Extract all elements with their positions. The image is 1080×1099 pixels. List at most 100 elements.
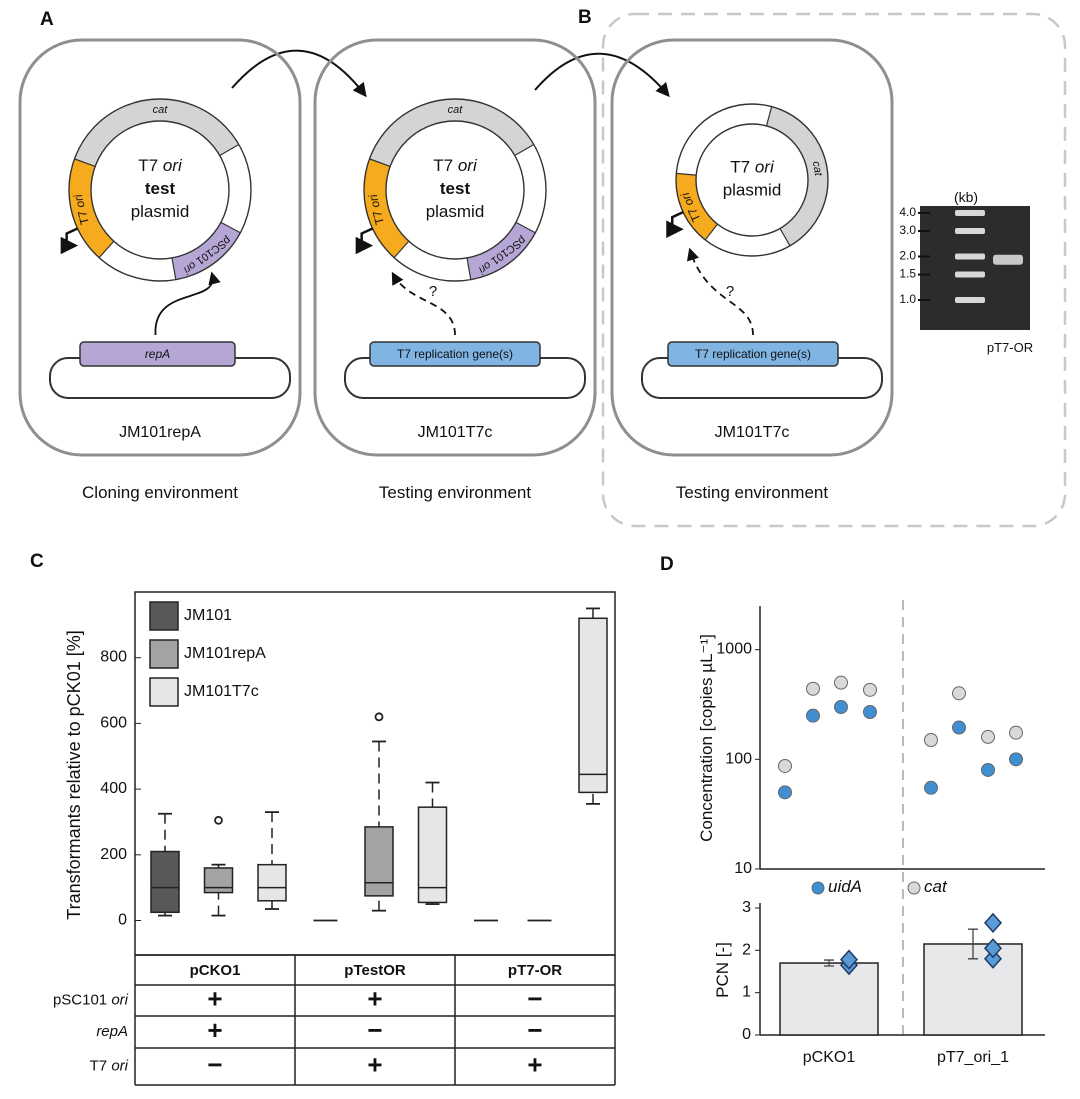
transfer-arrow [231,49,367,98]
sign: + [527,1049,542,1079]
segment-border [98,240,115,259]
plasmid-outline [675,103,829,257]
y-tick-label: 200 [100,846,127,863]
error-bar [968,928,978,960]
replicate-point [983,938,1003,959]
plasmid-segment [69,158,115,258]
uncertain-arrow [391,271,456,336]
plasmid-outline [68,98,252,282]
ladder-label: 1.5 [899,267,916,281]
plasmid-label: plasmid [426,202,485,221]
ladder-band [955,228,985,235]
activation-arrow [154,271,221,336]
y-tick-label: 0 [118,912,127,929]
y-tick-label: 800 [100,649,127,666]
gene-label: T7 replication gene(s) [397,347,513,361]
sign: + [367,983,382,1013]
legend-label: JM101repA [184,645,266,662]
promoter-arrow [355,227,374,255]
segment-border [779,228,791,247]
box [150,850,180,914]
legend-marker [811,881,825,895]
gel [920,206,1030,330]
point [863,682,877,697]
segment-border [514,143,535,157]
group-label: pCKO1 [190,962,241,979]
strain-label: JM101repA [119,424,201,441]
segment-border [393,240,410,259]
plasmid-segment [514,144,546,233]
row-label: T7 ori [90,1057,129,1074]
point [952,686,966,701]
segment-border [515,221,536,234]
segment-border [171,257,177,280]
uncertain-arrow [686,247,754,336]
point [834,699,848,714]
strain-label: JM101T7c [715,424,790,441]
plasmid-label: test [440,179,471,198]
ladder-label: 4.0 [899,205,916,219]
error-bar [824,959,834,967]
plasmid-label: T7 ori [730,158,775,177]
segment-border [74,158,96,167]
x-tick-label: pT7_ori_1 [937,1049,1009,1066]
ladder-label: 2.0 [899,249,916,263]
environment-label: Testing environment [379,483,531,502]
y-tick-label: 2 [742,942,751,959]
plasmid-outline [695,123,809,237]
row-label: repA [96,1023,128,1040]
panel-label: B [578,7,592,28]
lane-label: pT7-OR [987,340,1033,355]
ladder-band [955,271,985,278]
point [778,758,792,773]
box [203,867,234,894]
panel-b-frame [601,12,1067,528]
row-label: pSC101 ori [53,991,129,1008]
question-mark: ? [726,283,734,300]
ladder-band [955,297,985,303]
point [981,762,995,777]
plasmid-label: plasmid [131,202,190,221]
sign: − [527,1015,542,1045]
plasmid-segment [676,104,772,176]
segment-border [219,143,240,157]
ring-label: T7 ori [366,193,387,226]
point [924,780,938,795]
sign: − [207,1049,222,1079]
panel-label: A [40,9,54,30]
y-tick-label: 1000 [716,641,752,658]
segment-border [765,106,773,127]
y-axis-label: PCN [-] [713,942,732,998]
replicate-point [983,948,1003,969]
plasmid-segment [766,106,828,246]
y-tick-label: 10 [734,860,752,877]
x-tick-label: pCKO1 [803,1049,856,1066]
cell [18,38,302,457]
question-mark: ? [429,283,437,300]
ladder-band [955,209,985,216]
ring-label: cat [810,160,825,177]
outlier [214,815,223,825]
ring-label: cat [448,104,464,116]
plasmid-label: T7 ori [138,156,183,175]
plasmid-segment [394,240,471,281]
panel-label: D [660,554,674,575]
plasmid-label: T7 ori [433,156,478,175]
point [806,708,820,723]
y-tick-label: 0 [742,1026,751,1043]
y-tick-label: 600 [100,715,127,732]
sign: + [367,1049,382,1079]
gene-label: T7 replication gene(s) [695,347,811,361]
point [834,675,848,690]
segment-border [466,257,472,280]
gene [79,341,236,367]
segment-border [369,158,391,167]
plasmid-segment [705,223,790,256]
segment-border [676,172,697,176]
plasmid-segment [369,99,534,167]
gene-label: repA [145,347,170,361]
plasmid-outline [363,98,547,282]
transfer-arrow [534,52,670,98]
gel-unit: (kb) [954,189,978,205]
